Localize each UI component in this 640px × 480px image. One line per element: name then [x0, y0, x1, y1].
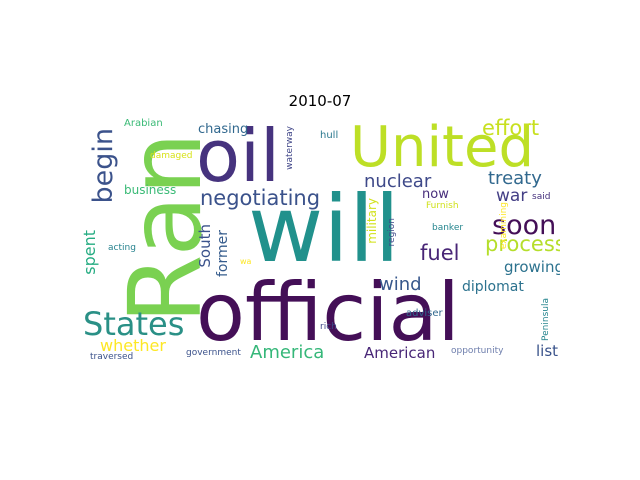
word-war: war: [496, 186, 528, 206]
word-banker: banker: [432, 223, 464, 233]
word-soon: soon: [492, 210, 557, 241]
word-hull: hull: [320, 130, 339, 141]
word-peninsula: Peninsula: [541, 298, 551, 341]
word-united: United: [350, 118, 534, 180]
word-acting: acting: [108, 243, 136, 253]
chart-title: 2010-07: [288, 92, 352, 110]
word-rich: rich: [320, 322, 337, 332]
word-business: business: [124, 183, 177, 197]
word-america: America: [250, 342, 325, 363]
word-waterway: waterway: [285, 126, 295, 170]
word-diplomat: diplomat: [462, 279, 524, 295]
word-adviser: adviser: [406, 308, 443, 319]
word-former: former: [215, 230, 231, 278]
word-process: process: [485, 232, 560, 256]
word-damaged: damaged: [150, 151, 193, 161]
word-oil: oil: [196, 118, 281, 198]
word-american: American: [364, 344, 436, 362]
word-said: said: [532, 192, 551, 202]
word-growing: growing: [504, 258, 560, 276]
word-traversed: traversed: [90, 352, 134, 362]
word-opportunity: opportunity: [451, 346, 504, 356]
word-region: region: [387, 218, 397, 247]
word-furnish: Furnish: [426, 201, 459, 211]
word-will: will: [248, 176, 400, 283]
word-treaty: treaty: [488, 168, 542, 189]
word-wind: wind: [379, 274, 422, 295]
word-negotiating: negotiating: [200, 186, 321, 210]
word-cloud: will official Ran United oil States soon begin n…: [80, 118, 560, 368]
word-official: official: [196, 266, 460, 359]
word-spent: spent: [80, 230, 99, 275]
word-list: list: [536, 342, 559, 360]
word-arabian: Arabian: [124, 118, 163, 129]
word-nuclear: nuclear: [364, 171, 432, 192]
word-whether: whether: [100, 336, 166, 355]
word-examining: examining: [499, 202, 509, 250]
word-begin: begin: [88, 128, 119, 204]
word-south: South: [196, 224, 214, 268]
word-government: government: [186, 348, 241, 358]
word-chasing: chasing: [198, 122, 249, 137]
word-effort: effort: [482, 118, 540, 140]
word-wa: wa: [240, 257, 252, 266]
word-states: States: [83, 305, 185, 343]
word-fuel: fuel: [420, 241, 460, 265]
word-military: military: [365, 198, 379, 244]
word-now: now: [422, 187, 449, 202]
